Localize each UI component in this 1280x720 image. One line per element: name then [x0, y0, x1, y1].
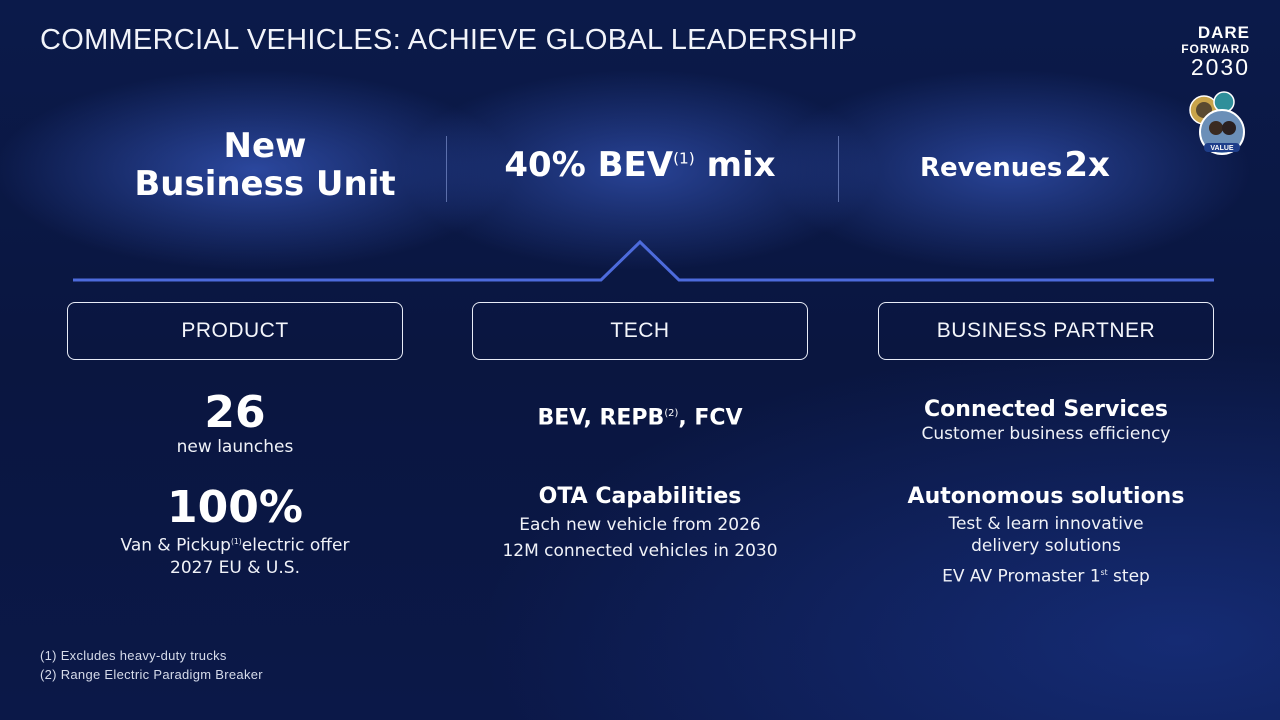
autonomous-line3-a: EV AV Promaster 1	[942, 566, 1101, 587]
headline-bev-mix-suffix: mix	[706, 145, 776, 185]
headline-revenues-label: Revenues	[920, 153, 1063, 183]
pillar-tech-label: TECH	[472, 302, 808, 360]
ota-line1: Each new vehicle from 2026	[519, 515, 761, 535]
electric-text-line2: 2027 EU & U.S.	[170, 557, 300, 578]
headline-business-unit-line1: New	[223, 126, 307, 166]
headline-business-unit: New Business Unit	[95, 110, 435, 220]
electric-percent: 100%	[167, 482, 303, 533]
slide-title: COMMERCIAL VEHICLES: ACHIEVE GLOBAL LEAD…	[40, 24, 858, 56]
headline-revenues-value: 2x	[1064, 145, 1110, 185]
footnote-ref-2: (2)	[664, 408, 679, 419]
product-launches: 26 new launches	[67, 390, 403, 458]
autonomous-title: Autonomous solutions	[907, 484, 1185, 509]
tech-powertrains: BEV, REPB(2), FCV	[472, 401, 808, 431]
footnote-ref-1: (1)	[230, 537, 242, 546]
powertrains-a: BEV, REPB	[537, 405, 665, 431]
badge-label: VALUE	[1210, 145, 1234, 152]
pillar-business-partner-label: BUSINESS PARTNER	[878, 302, 1214, 360]
connected-sub: Customer business efficiency	[921, 424, 1171, 444]
ordinal-suffix: st	[1100, 568, 1108, 577]
launches-label: new launches	[176, 437, 294, 457]
connector-line	[73, 239, 1214, 282]
headline-business-unit-line2: Business Unit	[134, 164, 396, 204]
logo-line-dare: DARE	[1197, 23, 1250, 42]
headline-bev-mix-prefix: 40% BEV	[504, 145, 674, 185]
electric-text-a: Van & Pickup	[120, 535, 231, 556]
ota-title: OTA Capabilities	[538, 484, 742, 509]
headline-revenues: Revenues2x	[850, 110, 1180, 220]
autonomous-line2: delivery solutions	[971, 536, 1121, 556]
pillar-product-label: PRODUCT	[67, 302, 403, 360]
partner-autonomous-solutions: Autonomous solutions Test & learn innova…	[858, 484, 1234, 588]
footnote-2: (2) Range Electric Paradigm Breaker	[40, 667, 263, 682]
ota-line2: 12M connected vehicles in 2030	[502, 541, 778, 561]
headline-divider	[446, 136, 447, 202]
product-electric-offer: 100% Van & Pickup(1)electric offer 2027 …	[67, 485, 403, 579]
electric-text-b: electric offer	[241, 535, 350, 556]
tech-ota: OTA Capabilities Each new vehicle from 2…	[442, 484, 838, 562]
partner-connected-services: Connected Services Customer business eff…	[858, 397, 1234, 445]
headline-divider	[838, 136, 839, 202]
headline-bev-mix: 40% BEV(1) mix	[470, 110, 810, 220]
footnotes: (1) Excludes heavy-duty trucks (2) Range…	[40, 646, 263, 684]
connected-title: Connected Services	[924, 397, 1168, 422]
autonomous-line1: Test & learn innovative	[948, 514, 1144, 534]
footnote-1: (1) Excludes heavy-duty trucks	[40, 648, 227, 663]
powertrains-b: , FCV	[678, 405, 743, 431]
logo-line-forward: FORWARD	[1181, 42, 1250, 56]
value-badge-icon: VALUE	[1189, 91, 1245, 155]
dare-forward-logo: DARE FORWARD 2030	[1150, 24, 1250, 79]
footnote-ref-1: (1)	[673, 149, 695, 168]
logo-line-year: 2030	[1190, 54, 1250, 80]
autonomous-line3-b: step	[1107, 566, 1150, 587]
launches-number: 26	[204, 387, 266, 438]
